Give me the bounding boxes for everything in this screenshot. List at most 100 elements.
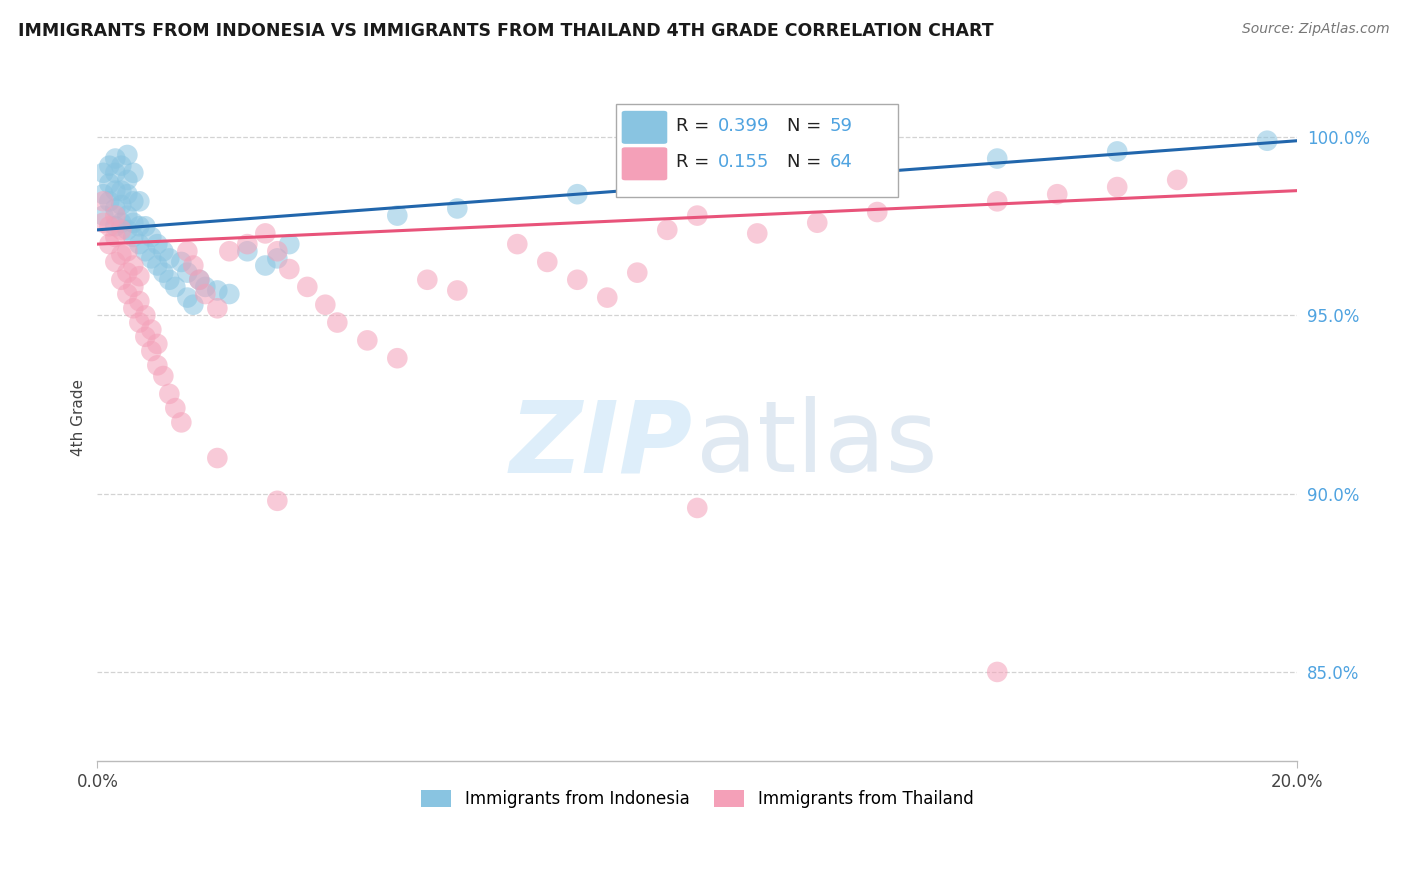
Point <box>266 244 288 259</box>
Point <box>98 159 121 173</box>
Point <box>128 237 150 252</box>
Point <box>506 237 529 252</box>
Point <box>314 298 336 312</box>
Point <box>536 255 558 269</box>
FancyBboxPatch shape <box>621 111 668 144</box>
Point <box>446 284 468 298</box>
Point <box>266 493 288 508</box>
Point <box>207 301 229 316</box>
Point <box>866 205 889 219</box>
Point <box>134 219 156 234</box>
Point <box>134 244 156 259</box>
Point <box>117 287 139 301</box>
Point <box>165 401 187 416</box>
Point <box>236 237 259 252</box>
Point <box>278 237 301 252</box>
Point <box>141 230 163 244</box>
FancyBboxPatch shape <box>621 147 668 180</box>
Point <box>93 166 115 180</box>
Point <box>110 223 132 237</box>
Point <box>176 291 198 305</box>
Point <box>110 159 132 173</box>
Point <box>626 266 648 280</box>
Point <box>297 280 319 294</box>
Point <box>686 173 709 187</box>
Point <box>567 273 589 287</box>
Text: R =: R = <box>676 153 714 171</box>
Point <box>686 209 709 223</box>
Point <box>117 266 139 280</box>
Point <box>93 187 115 202</box>
Point <box>110 273 132 287</box>
Point <box>986 665 1008 679</box>
Point <box>152 244 174 259</box>
Point <box>596 291 619 305</box>
Point <box>170 255 193 269</box>
Point <box>188 273 211 287</box>
Point <box>1256 134 1278 148</box>
Point <box>254 227 277 241</box>
Y-axis label: 4th Grade: 4th Grade <box>72 378 86 456</box>
Point <box>416 273 439 287</box>
Point <box>146 259 169 273</box>
Point <box>1166 173 1188 187</box>
Point <box>747 166 769 180</box>
Point <box>122 301 145 316</box>
Point <box>128 194 150 209</box>
Point <box>194 287 217 301</box>
Point <box>110 184 132 198</box>
Point <box>387 351 409 366</box>
Point <box>104 230 127 244</box>
Point <box>117 209 139 223</box>
Point <box>207 450 229 465</box>
Text: IMMIGRANTS FROM INDONESIA VS IMMIGRANTS FROM THAILAND 4TH GRADE CORRELATION CHAR: IMMIGRANTS FROM INDONESIA VS IMMIGRANTS … <box>18 22 994 40</box>
Point <box>356 334 378 348</box>
Point <box>747 227 769 241</box>
Point <box>176 266 198 280</box>
Point <box>326 316 349 330</box>
Point <box>657 223 679 237</box>
Text: 0.155: 0.155 <box>717 153 769 171</box>
Point <box>806 216 828 230</box>
Point <box>98 194 121 209</box>
Text: N =: N = <box>787 117 827 135</box>
Point <box>446 202 468 216</box>
Point <box>146 237 169 252</box>
Point <box>146 359 169 373</box>
Text: ZIP: ZIP <box>510 396 693 493</box>
Point <box>104 166 127 180</box>
Point <box>128 219 150 234</box>
Point <box>122 216 145 230</box>
Point <box>117 148 139 162</box>
Point <box>986 152 1008 166</box>
Point <box>626 180 648 194</box>
Point <box>141 323 163 337</box>
Point <box>104 255 127 269</box>
Point <box>207 284 229 298</box>
Point <box>567 187 589 202</box>
Point <box>98 237 121 252</box>
Point <box>122 259 145 273</box>
Point <box>157 273 180 287</box>
Point <box>104 219 127 234</box>
FancyBboxPatch shape <box>616 104 897 197</box>
Point <box>128 316 150 330</box>
Point <box>176 244 198 259</box>
Point <box>152 266 174 280</box>
Point <box>117 173 139 187</box>
Point <box>122 280 145 294</box>
Text: atlas: atlas <box>696 396 938 493</box>
Point <box>104 209 127 223</box>
Point <box>686 500 709 515</box>
Point <box>165 280 187 294</box>
Point <box>110 248 132 262</box>
Point <box>98 177 121 191</box>
Point <box>218 287 240 301</box>
Point <box>104 202 127 216</box>
Point <box>110 216 132 230</box>
Point <box>152 369 174 384</box>
Point <box>387 209 409 223</box>
Point <box>986 194 1008 209</box>
Point <box>1107 145 1129 159</box>
Point <box>278 262 301 277</box>
